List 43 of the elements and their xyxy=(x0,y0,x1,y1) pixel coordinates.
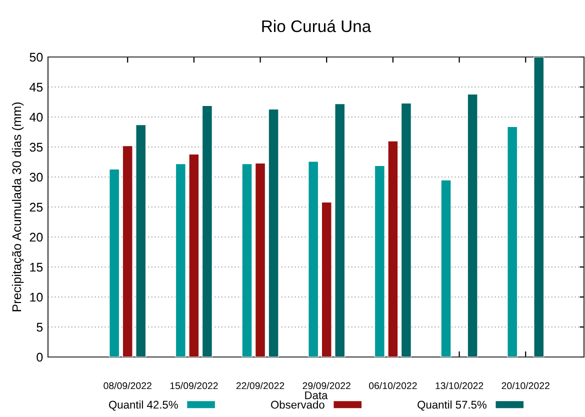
bar xyxy=(467,94,478,357)
chart-title: Rio Curuá Una xyxy=(262,20,372,32)
x-tick-label: 22/09/2022 xyxy=(236,382,284,390)
y-tick-label: 50 xyxy=(30,52,43,62)
y-tick-label: 40 xyxy=(30,112,43,122)
bar xyxy=(321,202,332,357)
bar xyxy=(109,168,120,357)
y-tick-label: 20 xyxy=(30,232,43,242)
bar xyxy=(268,108,279,357)
bar xyxy=(374,165,386,357)
bar xyxy=(202,105,213,357)
y-tick-label: 45 xyxy=(30,82,43,92)
y-tick-label: 0 xyxy=(36,352,43,362)
bar xyxy=(242,163,252,357)
bar xyxy=(122,145,133,357)
y-tick-label: 25 xyxy=(30,202,43,212)
bar xyxy=(400,102,412,357)
bar xyxy=(254,162,266,357)
x-tick-label: 20/10/2022 xyxy=(502,382,550,390)
x-tick-label: 29/09/2022 xyxy=(302,382,350,390)
y-tick-label: 15 xyxy=(30,262,43,272)
legend-label: Observado xyxy=(271,400,324,409)
bar xyxy=(534,57,544,357)
bar xyxy=(136,124,146,357)
x-tick-label: 06/10/2022 xyxy=(369,382,417,390)
bar xyxy=(188,154,200,357)
bar xyxy=(175,163,186,357)
y-tick-label: 30 xyxy=(30,172,43,182)
y-tick-label: 10 xyxy=(30,292,43,302)
bar xyxy=(440,180,452,357)
bar xyxy=(334,103,346,357)
y-tick-label: 35 xyxy=(30,142,43,152)
x-tick-label: 15/09/2022 xyxy=(170,382,218,390)
x-tick-label: 08/09/2022 xyxy=(104,382,152,390)
bar xyxy=(507,126,518,357)
x-axis-title: Data xyxy=(305,391,328,400)
bar xyxy=(308,161,319,357)
legend-label: Quantil 57.5% xyxy=(418,400,486,411)
y-axis-title: Precipitação Acumulada 30 dias (mm) xyxy=(12,102,24,312)
bar xyxy=(388,140,398,357)
x-tick-label: 13/10/2022 xyxy=(436,382,484,390)
legend-label: Quantil 42.5% xyxy=(109,400,178,411)
y-tick-label: 5 xyxy=(36,322,43,332)
